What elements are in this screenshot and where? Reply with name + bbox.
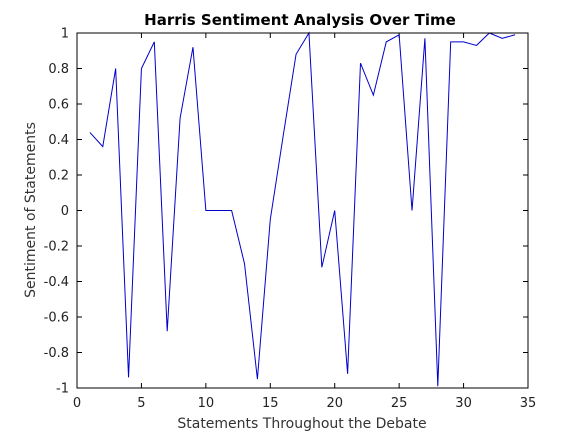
- plot-frame: [76, 32, 529, 389]
- x-axis-label: Statements Throughout the Debate: [177, 416, 426, 432]
- y-tick-label: 0: [61, 204, 69, 219]
- series-line: [89, 31, 516, 387]
- x-tick-label: 20: [326, 396, 343, 411]
- x-tick-label: 0: [73, 396, 81, 411]
- x-tick-label: 25: [391, 396, 408, 411]
- x-tick-label: 35: [520, 396, 537, 411]
- y-tick-label: 0.8: [48, 62, 69, 77]
- x-tick-label: 15: [262, 396, 279, 411]
- y-tick-label: -0.8: [44, 346, 69, 361]
- x-tick-label: 5: [137, 396, 145, 411]
- axis-ticks: [76, 32, 529, 389]
- y-tick-label: 1: [61, 27, 69, 42]
- y-tick-label: 0.6: [48, 98, 69, 113]
- chart-title: Harris Sentiment Analysis Over Time: [144, 11, 456, 29]
- y-tick-label: -0.2: [44, 240, 69, 255]
- y-axis-label: Sentiment of Statements: [23, 122, 39, 298]
- y-tick-label: -0.4: [44, 275, 69, 290]
- y-tick-label: 0.2: [48, 169, 69, 184]
- x-tick-label: 10: [198, 396, 215, 411]
- y-tick-label: -1: [56, 382, 69, 397]
- y-tick-label: -0.6: [44, 311, 69, 326]
- x-tick-label: 30: [455, 396, 472, 411]
- y-tick-label: 0.4: [48, 133, 69, 148]
- tick-labels: 0 5 10 15 20 25 30 35 -1 -0.8 -0.6 -0.4 -0.2 0 0.2 0.4 0…: [44, 27, 537, 412]
